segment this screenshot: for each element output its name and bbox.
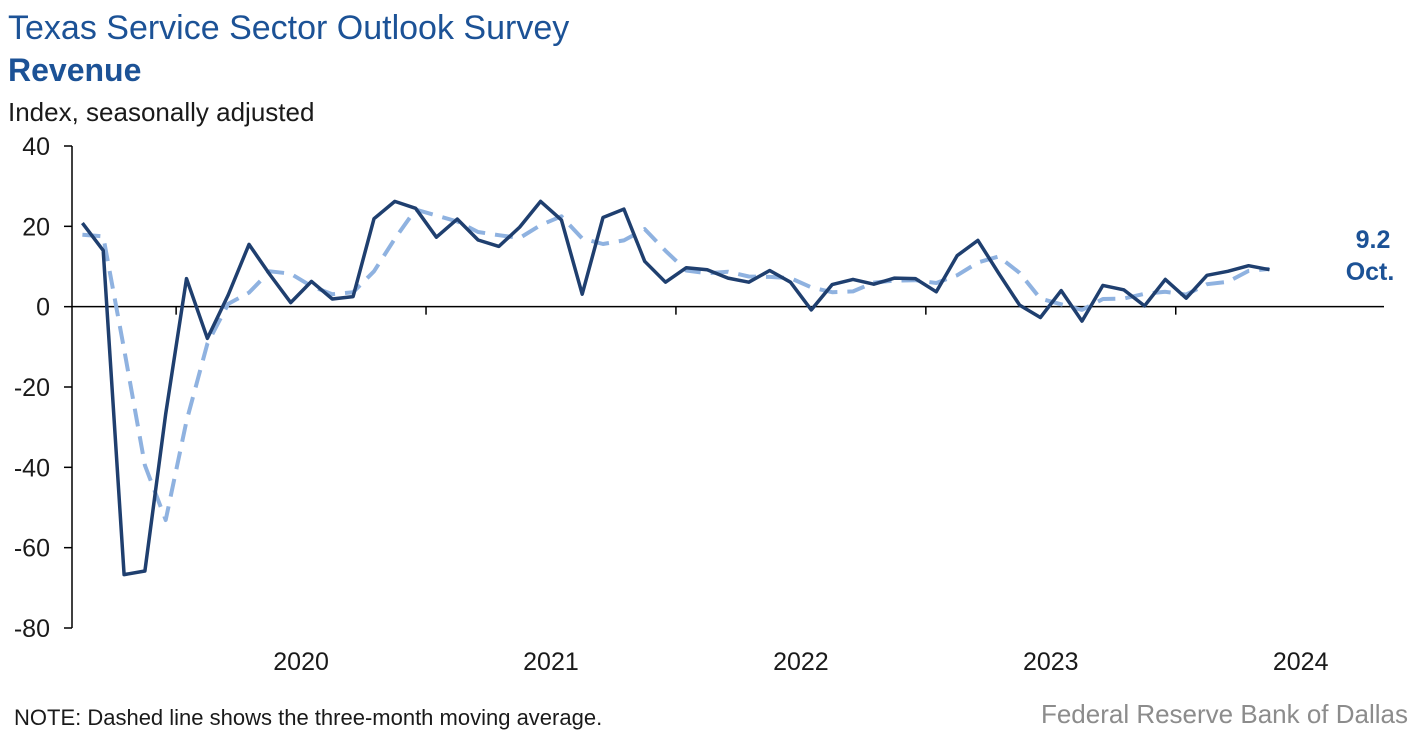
y-tick-label: 0 bbox=[36, 294, 50, 322]
data-points bbox=[81, 200, 1271, 576]
y-tick-label: -40 bbox=[14, 454, 50, 482]
x-tick-label: 2021 bbox=[523, 648, 579, 676]
end-labels: 9.2 Oct. bbox=[1346, 226, 1395, 286]
y-tick-label: 40 bbox=[22, 133, 50, 161]
footnote: NOTE: Dashed line shows the three-month … bbox=[14, 705, 603, 730]
y-axis-units: Index, seasonally adjusted bbox=[8, 97, 315, 127]
y-tick-label: 20 bbox=[22, 213, 50, 241]
end-period-label: Oct. bbox=[1346, 258, 1395, 286]
end-value-label: 9.2 bbox=[1356, 226, 1391, 254]
index-line bbox=[81, 199, 1270, 577]
index-series bbox=[81, 199, 1270, 577]
moving-average-series bbox=[82, 207, 1270, 522]
moving-average-line bbox=[82, 207, 1270, 522]
axes: 40 20 0 -20 -40 -60 -80 2020 2021 2022 2023 2024 bbox=[14, 133, 1384, 676]
x-tick-label: 2020 bbox=[273, 648, 329, 676]
y-tick-label: -20 bbox=[14, 374, 50, 402]
y-tick-label: -60 bbox=[14, 535, 50, 563]
x-tick-label: 2022 bbox=[773, 648, 829, 676]
source-credit: Federal Reserve Bank of Dallas bbox=[1040, 699, 1408, 729]
y-tick-label: -80 bbox=[14, 615, 50, 643]
x-tick-label: 2024 bbox=[1273, 648, 1329, 676]
chart-title: Texas Service Sector Outlook Survey bbox=[8, 9, 570, 47]
chart-subtitle: Revenue bbox=[8, 52, 142, 88]
x-tick-label: 2023 bbox=[1023, 648, 1079, 676]
